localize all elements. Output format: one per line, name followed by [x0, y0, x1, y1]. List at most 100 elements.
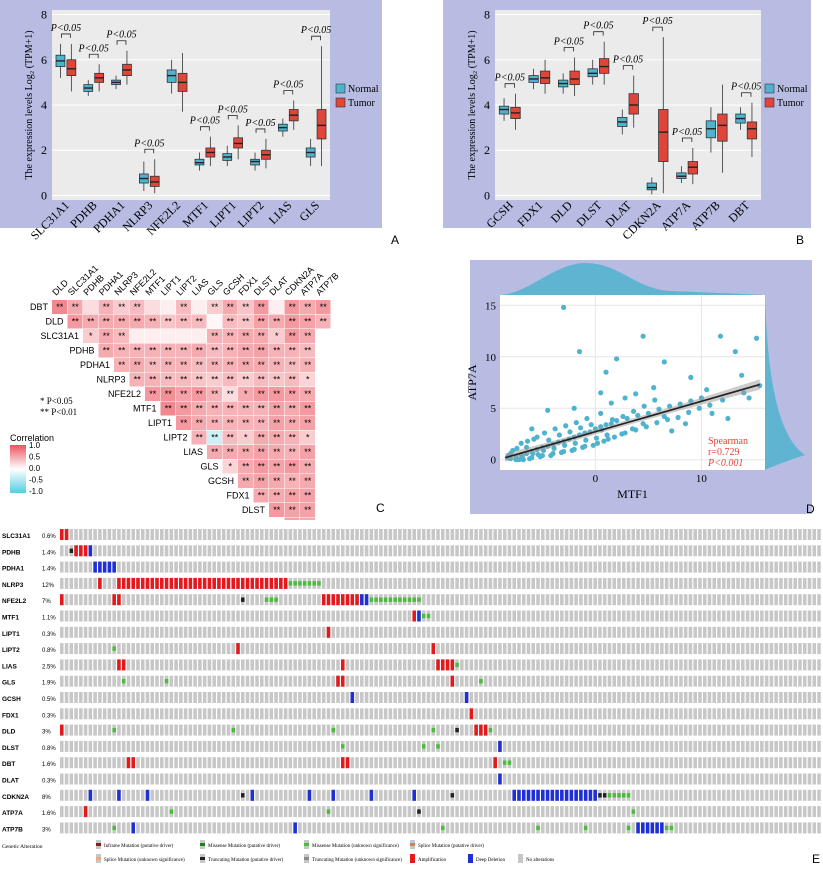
significance-star: * — [275, 331, 279, 341]
sample-cell — [679, 822, 683, 834]
sample-cell — [145, 757, 150, 769]
amplification-mark — [450, 659, 455, 671]
sample-cell — [174, 545, 178, 557]
sample-cell — [745, 806, 750, 818]
sample-cell — [802, 806, 807, 818]
sample-cell — [726, 806, 731, 818]
heatmap-cell — [207, 401, 222, 416]
sample-cell — [726, 610, 731, 622]
sample-cell — [293, 643, 297, 655]
significance-label: P<0.05 — [612, 55, 643, 66]
sample-cell — [369, 773, 374, 785]
amplification-mark — [145, 577, 150, 589]
amplification-mark — [436, 659, 440, 671]
sample-cell — [421, 675, 426, 687]
heatmap-cell — [191, 358, 207, 372]
sample-cell — [717, 529, 721, 540]
sample-cell — [340, 610, 345, 622]
sample-cell — [398, 561, 402, 573]
sample-cell — [669, 643, 674, 655]
sample-cell — [83, 773, 88, 785]
sample-cell — [707, 594, 712, 606]
sample-cell — [664, 757, 669, 769]
deep-deletion-mark — [102, 561, 107, 573]
sample-cell — [117, 675, 121, 687]
sample-cell — [698, 577, 702, 589]
sample-cell — [407, 773, 412, 785]
deep-deletion-mark — [583, 789, 588, 801]
sample-cell — [498, 789, 502, 801]
sample-cell — [479, 822, 483, 834]
sample-cell — [369, 626, 374, 638]
panel-letter-e: E — [812, 852, 820, 866]
sample-cell — [212, 675, 216, 687]
sample-cell — [317, 675, 321, 687]
sample-cell — [693, 545, 697, 557]
sample-cell — [636, 529, 640, 540]
panel-letter-b: B — [796, 233, 804, 247]
sample-cell — [402, 529, 407, 540]
sample-cell — [579, 545, 583, 557]
sample-cell — [483, 545, 488, 557]
sample-cell — [441, 594, 445, 606]
significance-star: ** — [180, 360, 188, 370]
sample-cell — [721, 757, 726, 769]
sample-cell — [760, 529, 764, 540]
sample-cell — [69, 529, 74, 540]
sample-cell — [131, 789, 135, 801]
sample-cell — [783, 577, 788, 589]
sample-cell — [798, 789, 802, 801]
gene-percent: 2.5% — [42, 664, 56, 670]
sample-cell — [150, 561, 155, 573]
sample-cell — [293, 708, 297, 720]
sample-cell — [398, 757, 402, 769]
legend-colorbar — [10, 445, 26, 493]
deep-deletion-mark — [564, 789, 569, 801]
sample-cell — [160, 529, 164, 540]
sample-cell — [545, 626, 550, 638]
sample-cell — [731, 692, 736, 703]
sample-cell — [145, 529, 150, 540]
mutation-mark — [598, 793, 602, 798]
sample-cell — [588, 659, 593, 671]
sample-cell — [93, 594, 97, 606]
sample-cell — [521, 659, 526, 671]
sample-cell — [107, 724, 112, 736]
sample-cell — [731, 708, 736, 720]
significance-star: ** — [180, 302, 188, 312]
sample-cell — [698, 724, 702, 736]
scatter-point — [534, 434, 540, 440]
sample-cell — [569, 708, 574, 720]
sample-cell — [236, 529, 240, 540]
deep-deletion-mark — [250, 789, 255, 801]
sample-cell — [693, 740, 697, 752]
sample-cell — [140, 724, 145, 736]
sample-cell — [755, 577, 759, 589]
sample-cell — [126, 529, 131, 540]
heatmap-cell — [176, 358, 191, 372]
sample-cell — [450, 577, 455, 589]
sample-cell — [250, 708, 255, 720]
sample-cell — [326, 692, 331, 703]
sample-cell — [488, 610, 493, 622]
sample-cell — [183, 806, 188, 818]
sample-cell — [336, 708, 340, 720]
mutation-mark — [455, 727, 459, 733]
sample-cell — [517, 545, 521, 557]
sample-cell — [664, 692, 669, 703]
sample-cell — [98, 773, 102, 785]
sample-cell — [164, 822, 169, 834]
sample-cell — [326, 740, 331, 752]
amplification-mark — [431, 643, 436, 655]
sample-cell — [664, 594, 669, 606]
sample-cell — [598, 659, 602, 671]
sample-cell — [612, 594, 617, 606]
sample-cell — [107, 577, 112, 589]
amplification-mark — [269, 577, 274, 589]
sample-cell — [402, 708, 407, 720]
significance-star: ** — [304, 520, 312, 521]
sample-cell — [412, 626, 416, 638]
mutation-mark — [612, 793, 617, 798]
sample-cell — [650, 577, 655, 589]
sample-cell — [802, 529, 807, 540]
